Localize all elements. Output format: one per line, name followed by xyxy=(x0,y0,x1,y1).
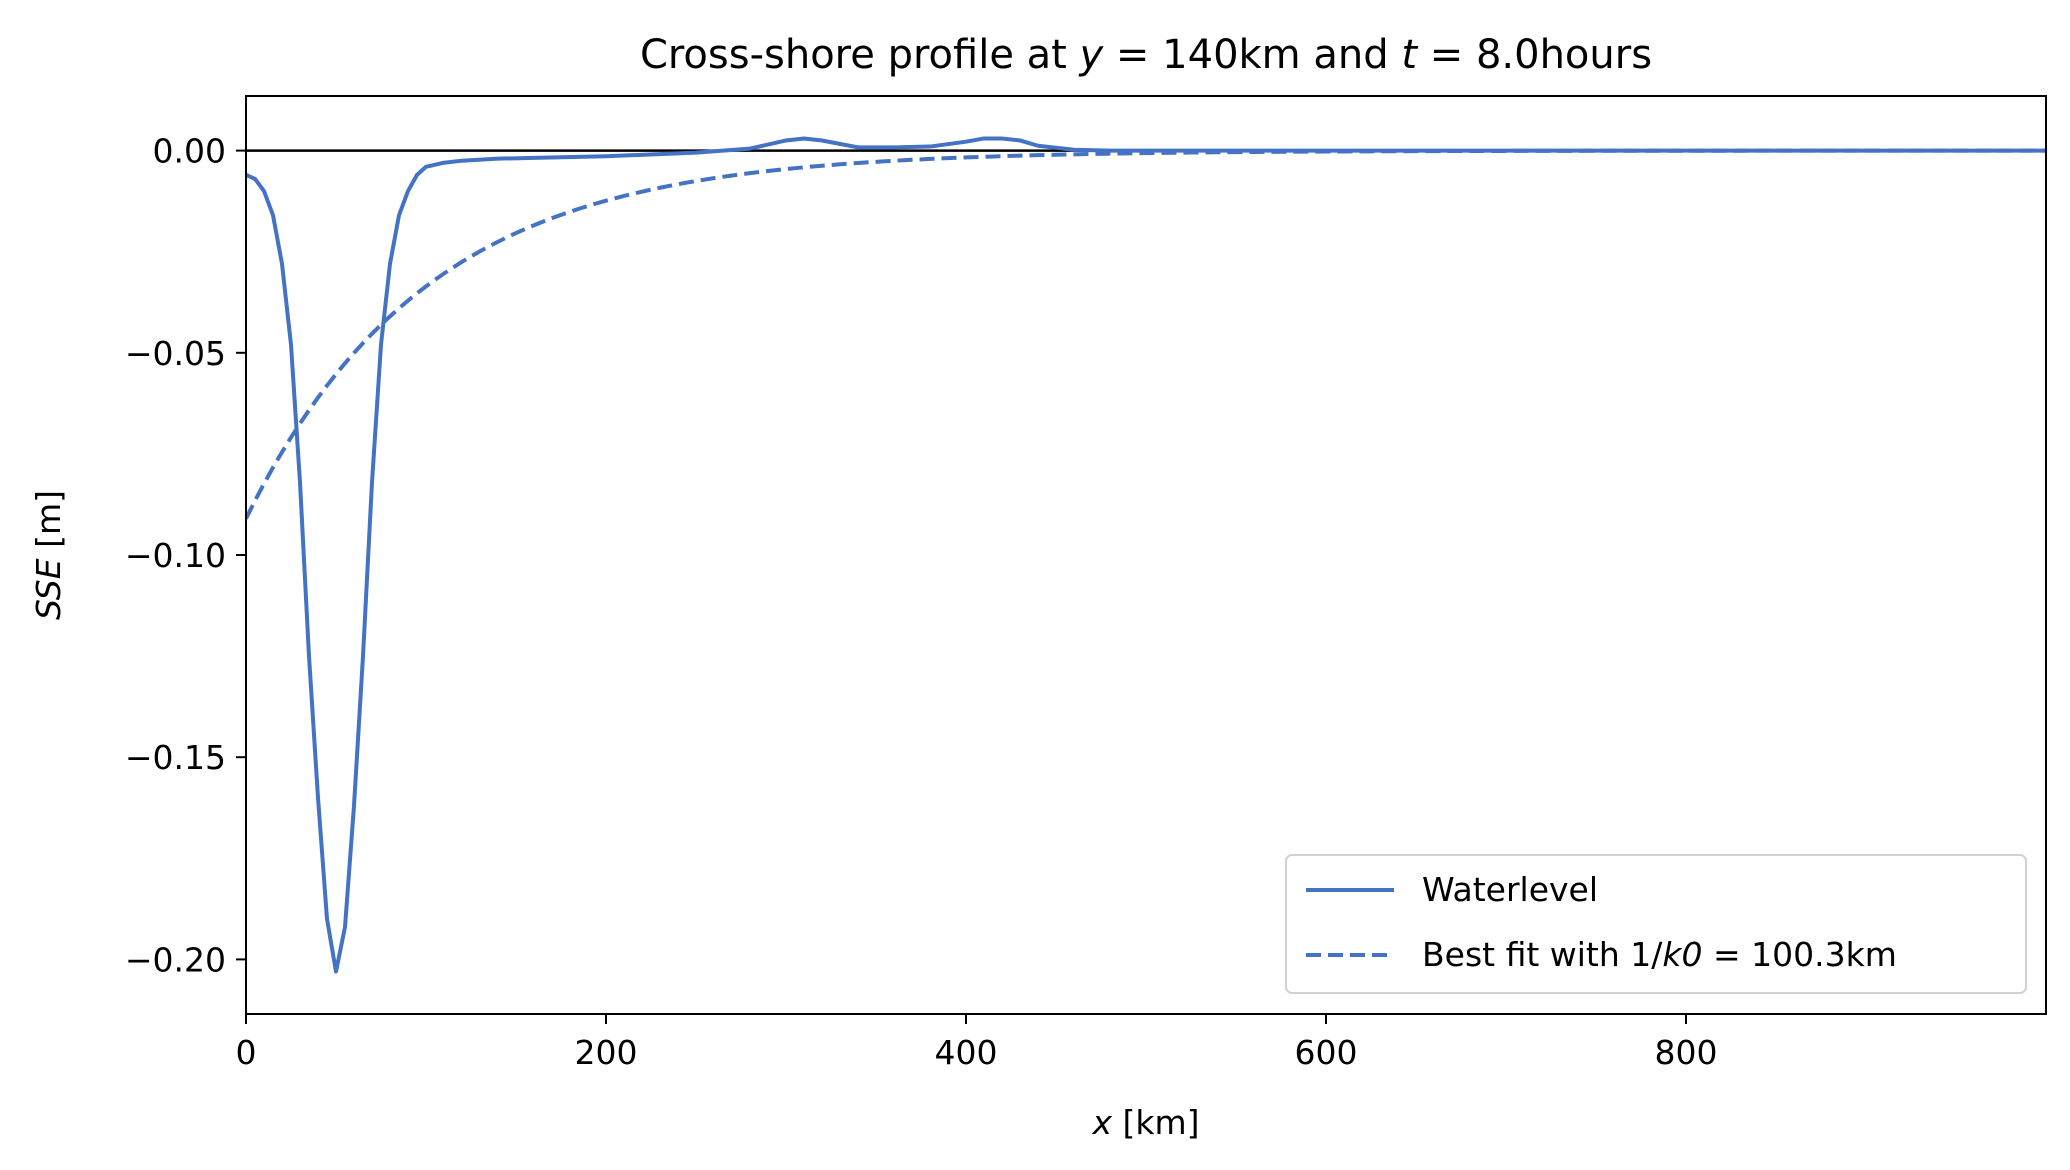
y-tick-label: 0.00 xyxy=(153,132,226,171)
chart-title: Cross-shore profile at y = 140km and t =… xyxy=(640,32,1652,78)
x-tick-label: 800 xyxy=(1655,1033,1718,1072)
y-tick-label: −0.10 xyxy=(125,536,226,575)
y-tick-label: −0.15 xyxy=(125,738,226,777)
y-axis-label: SSE [m] xyxy=(29,490,68,620)
y-tick-label: −0.05 xyxy=(125,334,226,373)
x-tick-label: 600 xyxy=(1295,1033,1358,1072)
series-layer xyxy=(246,136,2046,974)
x-axis: 0 200 400 600 800 xyxy=(236,1014,1718,1072)
x-tick-label: 0 xyxy=(236,1033,257,1072)
x-tick-label: 400 xyxy=(935,1033,998,1072)
legend-label-waterlevel: Waterlevel xyxy=(1422,870,1598,909)
waterlevel-line xyxy=(246,136,2046,974)
y-axis: 0.00 −0.05 −0.10 −0.15 −0.20 xyxy=(125,132,246,979)
x-tick-label: 200 xyxy=(575,1033,638,1072)
legend-label-best-fit: Best fit with 1/k0 = 100.3km xyxy=(1422,935,1897,974)
y-tick-label: −0.20 xyxy=(125,940,226,979)
legend: Waterlevel Best fit with 1/k0 = 100.3km xyxy=(1285,854,2027,994)
legend-box xyxy=(1285,854,2027,994)
best-fit-line xyxy=(246,148,2046,520)
x-axis-label: x [km] xyxy=(1091,1103,1199,1142)
